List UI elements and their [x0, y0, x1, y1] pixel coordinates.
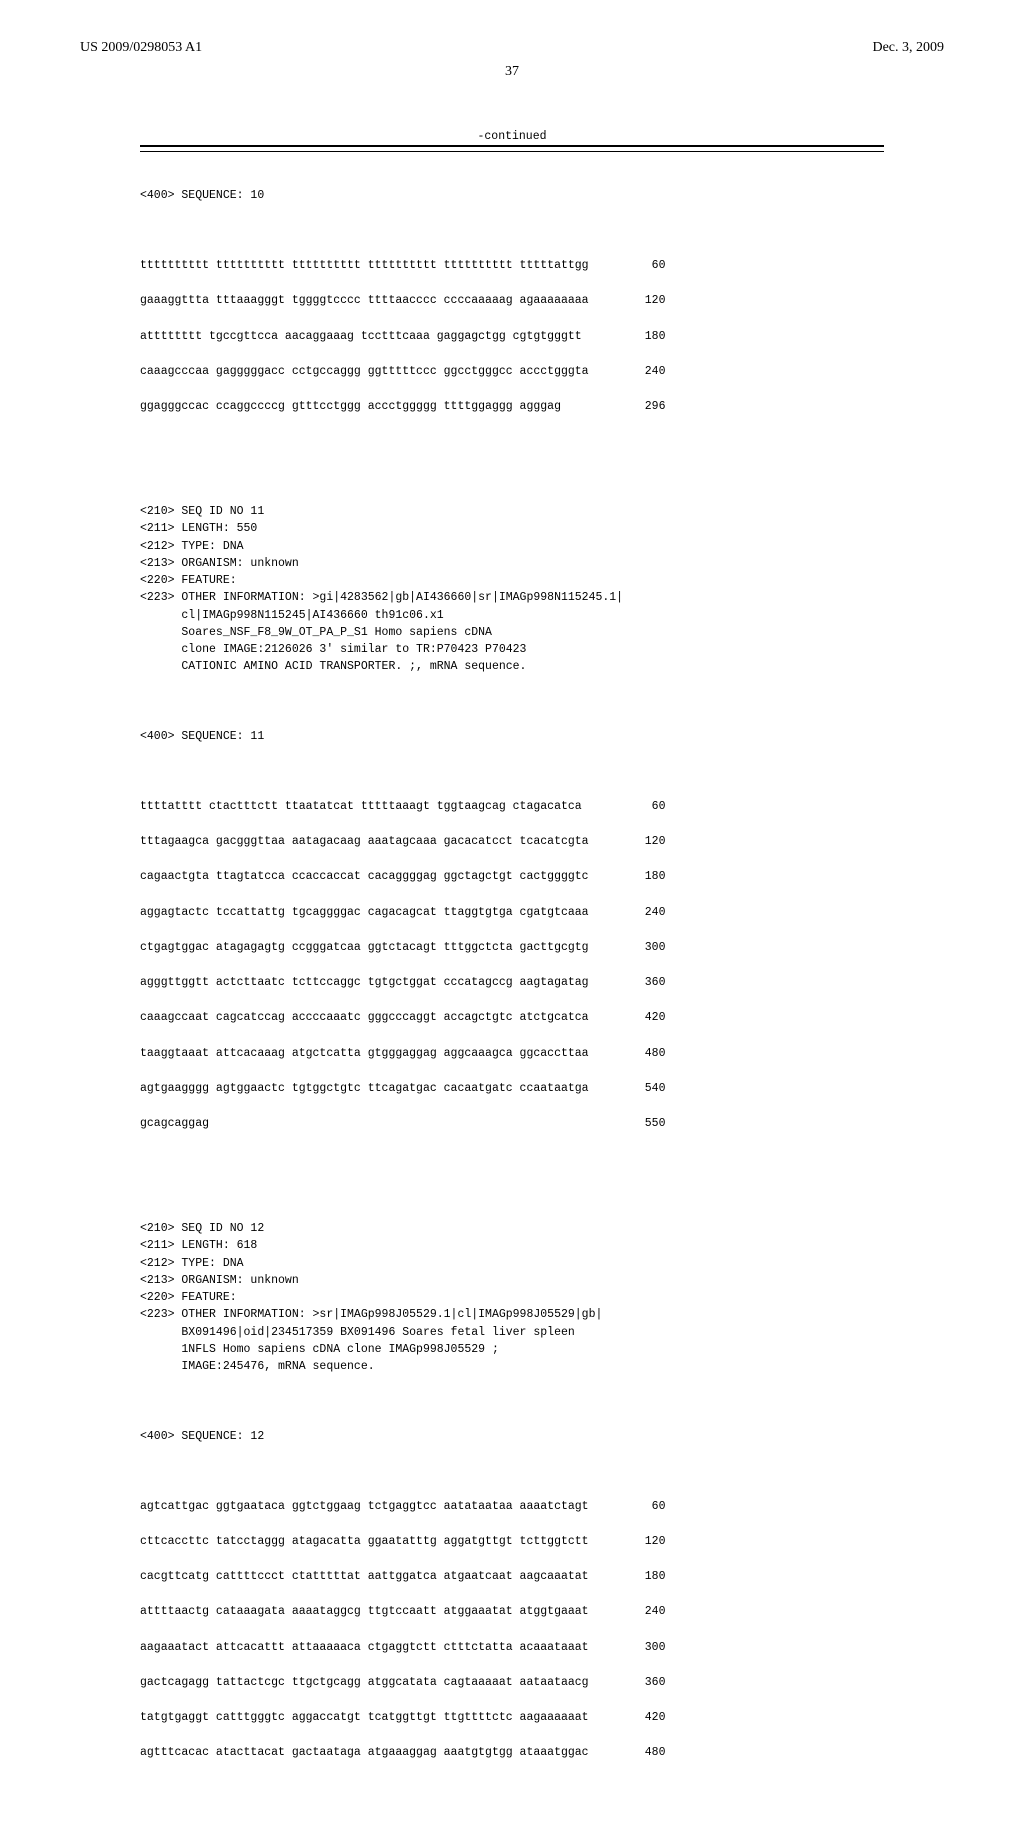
meta-line: <220> FEATURE:	[140, 572, 944, 589]
sequence-row: gactcagagg tattactcgc ttgctgcagg atggcat…	[140, 1674, 944, 1691]
sequence-text: caaagcccaa gagggggacc cctgccaggg ggttttt…	[140, 363, 595, 380]
sequence-text: atttttttt tgccgttcca aacaggaaag tcctttca…	[140, 328, 595, 345]
sequence-text: attttaactg cataaagata aaaataggcg ttgtcca…	[140, 1603, 595, 1620]
seq12-label: <400> SEQUENCE: 12	[140, 1428, 944, 1445]
sequence-text: cagaactgta ttagtatcca ccaccaccat cacaggg…	[140, 868, 595, 885]
page-number: 37	[80, 64, 944, 80]
sequence-position: 240	[615, 363, 665, 380]
sequence-row: ctgagtggac atagagagtg ccgggatcaa ggtctac…	[140, 939, 944, 956]
sequence-text: gaaaggttta tttaaagggt tggggtcccc ttttaac…	[140, 292, 595, 309]
sequence-position: 240	[615, 1603, 665, 1620]
sequence-position: 60	[615, 798, 665, 815]
sequence-text: cacgttcatg cattttccct ctatttttat aattgga…	[140, 1568, 595, 1585]
meta-line: <210> SEQ ID NO 12	[140, 1220, 944, 1237]
sequence-position: 120	[615, 1533, 665, 1550]
sequence-position: 480	[615, 1045, 665, 1062]
sequence-position: 300	[615, 939, 665, 956]
sequence-position: 296	[615, 398, 665, 415]
rule-heavy	[140, 145, 884, 147]
sequence-position: 240	[615, 904, 665, 921]
sequence-row: ggagggccac ccaggccccg gtttcctggg accctgg…	[140, 398, 944, 415]
meta-line: IMAGE:245476, mRNA sequence.	[140, 1358, 944, 1375]
sequence-text: ttttatttt ctactttctt ttaatatcat tttttaaa…	[140, 798, 595, 815]
sequence-position: 360	[615, 1674, 665, 1691]
page-header: US 2009/0298053 A1 Dec. 3, 2009	[80, 40, 944, 56]
sequence-row: gaaaggttta tttaaagggt tggggtcccc ttttaac…	[140, 292, 944, 309]
meta-line: clone IMAGE:2126026 3' similar to TR:P70…	[140, 641, 944, 658]
sequence-text: ggagggccac ccaggccccg gtttcctggg accctgg…	[140, 398, 595, 415]
meta-line: <223> OTHER INFORMATION: >gi|4283562|gb|…	[140, 589, 944, 606]
sequence-row: cacgttcatg cattttccct ctatttttat aattgga…	[140, 1568, 944, 1585]
sequence-row: atttttttt tgccgttcca aacaggaaag tcctttca…	[140, 328, 944, 345]
meta-line: <210> SEQ ID NO 11	[140, 503, 944, 520]
sequence-row: agtgaagggg agtggaactc tgtggctgtc ttcagat…	[140, 1080, 944, 1097]
sequence-row: caaagccaat cagcatccag accccaaatc gggccca…	[140, 1009, 944, 1026]
sequence-text: agtttcacac atacttacat gactaataga atgaaag…	[140, 1744, 595, 1761]
sequence-position: 120	[615, 833, 665, 850]
sequence-position: 540	[615, 1080, 665, 1097]
meta-line: <212> TYPE: DNA	[140, 538, 944, 555]
pub-number: US 2009/0298053 A1	[80, 40, 202, 56]
sequence-text: gactcagagg tattactcgc ttgctgcagg atggcat…	[140, 1674, 595, 1691]
sequence-text: caaagccaat cagcatccag accccaaatc gggccca…	[140, 1009, 595, 1026]
meta-line: <223> OTHER INFORMATION: >sr|IMAGp998J05…	[140, 1306, 944, 1323]
sequence-position: 120	[615, 292, 665, 309]
sequence-row: tatgtgaggt catttgggtc aggaccatgt tcatggt…	[140, 1709, 944, 1726]
meta-line: 1NFLS Homo sapiens cDNA clone IMAGp998J0…	[140, 1341, 944, 1358]
sequence-text: agggttggtt actcttaatc tcttccaggc tgtgctg…	[140, 974, 595, 991]
sequence-row: agggttggtt actcttaatc tcttccaggc tgtgctg…	[140, 974, 944, 991]
sequence-text: ctgagtggac atagagagtg ccgggatcaa ggtctac…	[140, 939, 595, 956]
sequence-position: 300	[615, 1639, 665, 1656]
sequence-position: 180	[615, 1568, 665, 1585]
meta-line: <212> TYPE: DNA	[140, 1255, 944, 1272]
sequence-row: agtcattgac ggtgaataca ggtctggaag tctgagg…	[140, 1498, 944, 1515]
sequence-text: aagaaatact attcacattt attaaaaaca ctgaggt…	[140, 1639, 595, 1656]
sequence-text: aggagtactc tccattattg tgcaggggac cagacag…	[140, 904, 595, 921]
sequence-row: taaggtaaat attcacaaag atgctcatta gtgggag…	[140, 1045, 944, 1062]
sequence-position: 360	[615, 974, 665, 991]
sequence-position: 60	[615, 1498, 665, 1515]
sequence-row: tttagaagca gacgggttaa aatagacaag aaatagc…	[140, 833, 944, 850]
sequence-row: agtttcacac atacttacat gactaataga atgaaag…	[140, 1744, 944, 1761]
sequence-position: 180	[615, 328, 665, 345]
sequence-listing: <400> SEQUENCE: 10 tttttttttt tttttttttt…	[140, 170, 944, 1796]
sequence-row: cttcaccttc tatcctaggg atagacatta ggaatat…	[140, 1533, 944, 1550]
sequence-position: 420	[615, 1009, 665, 1026]
meta-line: <211> LENGTH: 618	[140, 1237, 944, 1254]
meta-line: <211> LENGTH: 550	[140, 520, 944, 537]
pub-date: Dec. 3, 2009	[872, 40, 944, 56]
continued-label: -continued	[80, 130, 944, 143]
sequence-row: ttttatttt ctactttctt ttaatatcat tttttaaa…	[140, 798, 944, 815]
sequence-text: agtgaagggg agtggaactc tgtggctgtc ttcagat…	[140, 1080, 595, 1097]
sequence-text: gcagcaggag	[140, 1115, 595, 1132]
rule-thin	[140, 151, 884, 152]
sequence-position: 480	[615, 1744, 665, 1761]
sequence-row: tttttttttt tttttttttt tttttttttt ttttttt…	[140, 257, 944, 274]
sequence-text: agtcattgac ggtgaataca ggtctggaag tctgagg…	[140, 1498, 595, 1515]
sequence-row: cagaactgta ttagtatcca ccaccaccat cacaggg…	[140, 868, 944, 885]
sequence-row: caaagcccaa gagggggacc cctgccaggg ggttttt…	[140, 363, 944, 380]
meta-line: CATIONIC AMINO ACID TRANSPORTER. ;, mRNA…	[140, 658, 944, 675]
sequence-position: 60	[615, 257, 665, 274]
meta-line: <213> ORGANISM: unknown	[140, 555, 944, 572]
sequence-row: gcagcaggag 550	[140, 1115, 944, 1132]
sequence-position: 180	[615, 868, 665, 885]
meta-line: <213> ORGANISM: unknown	[140, 1272, 944, 1289]
sequence-row: aggagtactc tccattattg tgcaggggac cagacag…	[140, 904, 944, 921]
sequence-text: tttagaagca gacgggttaa aatagacaag aaatagc…	[140, 833, 595, 850]
seq10-label: <400> SEQUENCE: 10	[140, 187, 944, 204]
sequence-text: tttttttttt tttttttttt tttttttttt ttttttt…	[140, 257, 595, 274]
sequence-row: aagaaatact attcacattt attaaaaaca ctgaggt…	[140, 1639, 944, 1656]
seq11-label: <400> SEQUENCE: 11	[140, 728, 944, 745]
meta-line: cl|IMAGp998N115245|AI436660 th91c06.x1	[140, 607, 944, 624]
sequence-position: 550	[615, 1115, 665, 1132]
sequence-text: cttcaccttc tatcctaggg atagacatta ggaatat…	[140, 1533, 595, 1550]
sequence-position: 420	[615, 1709, 665, 1726]
meta-line: BX091496|oid|234517359 BX091496 Soares f…	[140, 1324, 944, 1341]
meta-line: Soares_NSF_F8_9W_OT_PA_P_S1 Homo sapiens…	[140, 624, 944, 641]
meta-line: <220> FEATURE:	[140, 1289, 944, 1306]
sequence-text: taaggtaaat attcacaaag atgctcatta gtgggag…	[140, 1045, 595, 1062]
sequence-row: attttaactg cataaagata aaaataggcg ttgtcca…	[140, 1603, 944, 1620]
sequence-text: tatgtgaggt catttgggtc aggaccatgt tcatggt…	[140, 1709, 595, 1726]
